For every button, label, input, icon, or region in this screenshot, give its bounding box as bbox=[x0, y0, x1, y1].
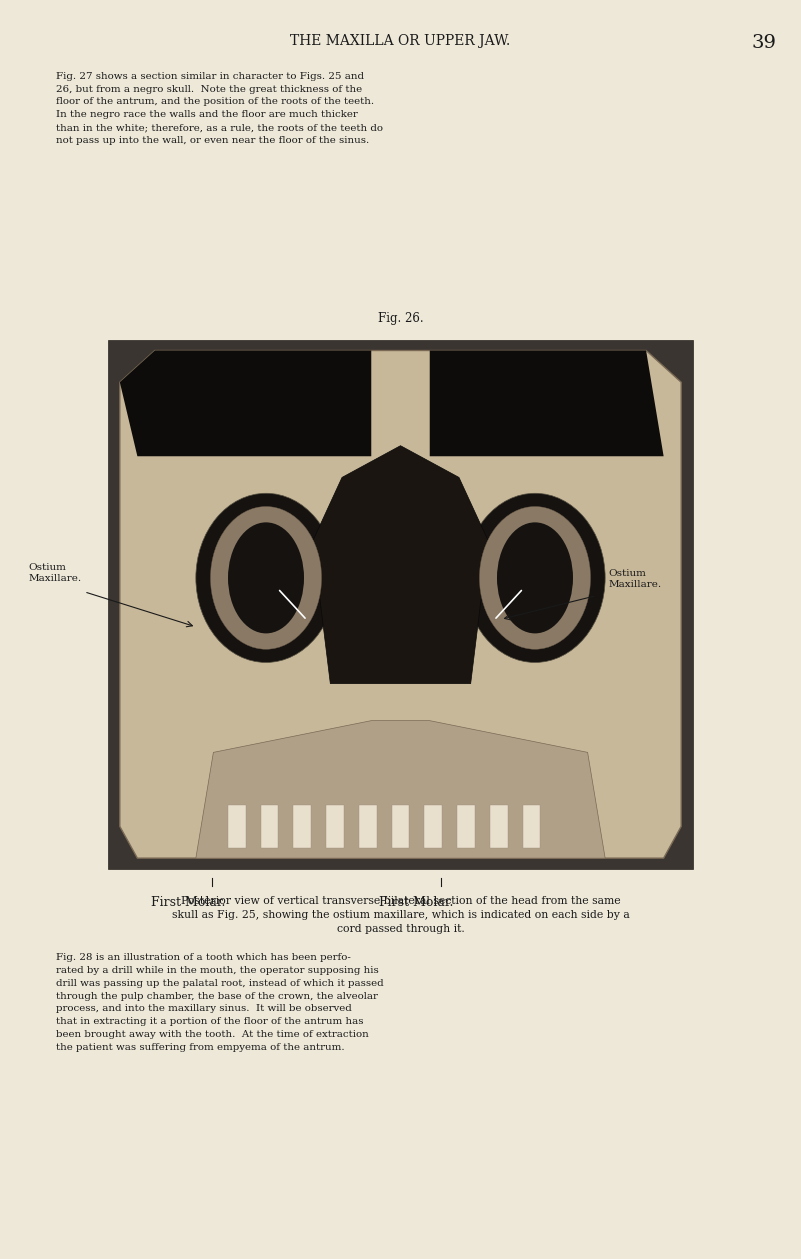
Text: Fig. 26.: Fig. 26. bbox=[378, 312, 423, 325]
Ellipse shape bbox=[465, 494, 606, 662]
Bar bbox=[326, 806, 344, 847]
Bar bbox=[457, 806, 475, 847]
Bar bbox=[392, 806, 409, 847]
Polygon shape bbox=[120, 350, 681, 859]
Polygon shape bbox=[120, 350, 372, 456]
Bar bbox=[108, 340, 693, 869]
Text: Ostium
Maxillare.: Ostium Maxillare. bbox=[28, 563, 81, 583]
Bar bbox=[293, 806, 311, 847]
Text: 39: 39 bbox=[752, 34, 777, 52]
Ellipse shape bbox=[228, 522, 304, 633]
Ellipse shape bbox=[497, 522, 573, 633]
Ellipse shape bbox=[196, 494, 336, 662]
Text: THE MAXILLA OR UPPER JAW.: THE MAXILLA OR UPPER JAW. bbox=[291, 34, 510, 48]
Bar bbox=[490, 806, 508, 847]
Bar bbox=[260, 806, 278, 847]
Polygon shape bbox=[195, 720, 606, 859]
Polygon shape bbox=[429, 350, 663, 456]
Text: Posterior view of vertical transverse bilateral section of the head from the sam: Posterior view of vertical transverse bi… bbox=[171, 896, 630, 934]
Text: Ostium
Maxillare.: Ostium Maxillare. bbox=[609, 569, 662, 589]
Polygon shape bbox=[312, 446, 488, 684]
Ellipse shape bbox=[480, 506, 590, 650]
Bar bbox=[228, 806, 246, 847]
Text: Fig. 28 is an illustration of a tooth which has been perfo-
rated by a drill whi: Fig. 28 is an illustration of a tooth wh… bbox=[56, 953, 384, 1053]
Text: First Molar.: First Molar. bbox=[380, 896, 453, 909]
Bar bbox=[359, 806, 376, 847]
Bar bbox=[523, 806, 541, 847]
Bar bbox=[425, 806, 442, 847]
Text: First Molar.: First Molar. bbox=[151, 896, 225, 909]
Text: Fig. 27 shows a section similar in character to Figs. 25 and
26, but from a negr: Fig. 27 shows a section similar in chara… bbox=[56, 72, 383, 145]
Ellipse shape bbox=[211, 506, 321, 650]
